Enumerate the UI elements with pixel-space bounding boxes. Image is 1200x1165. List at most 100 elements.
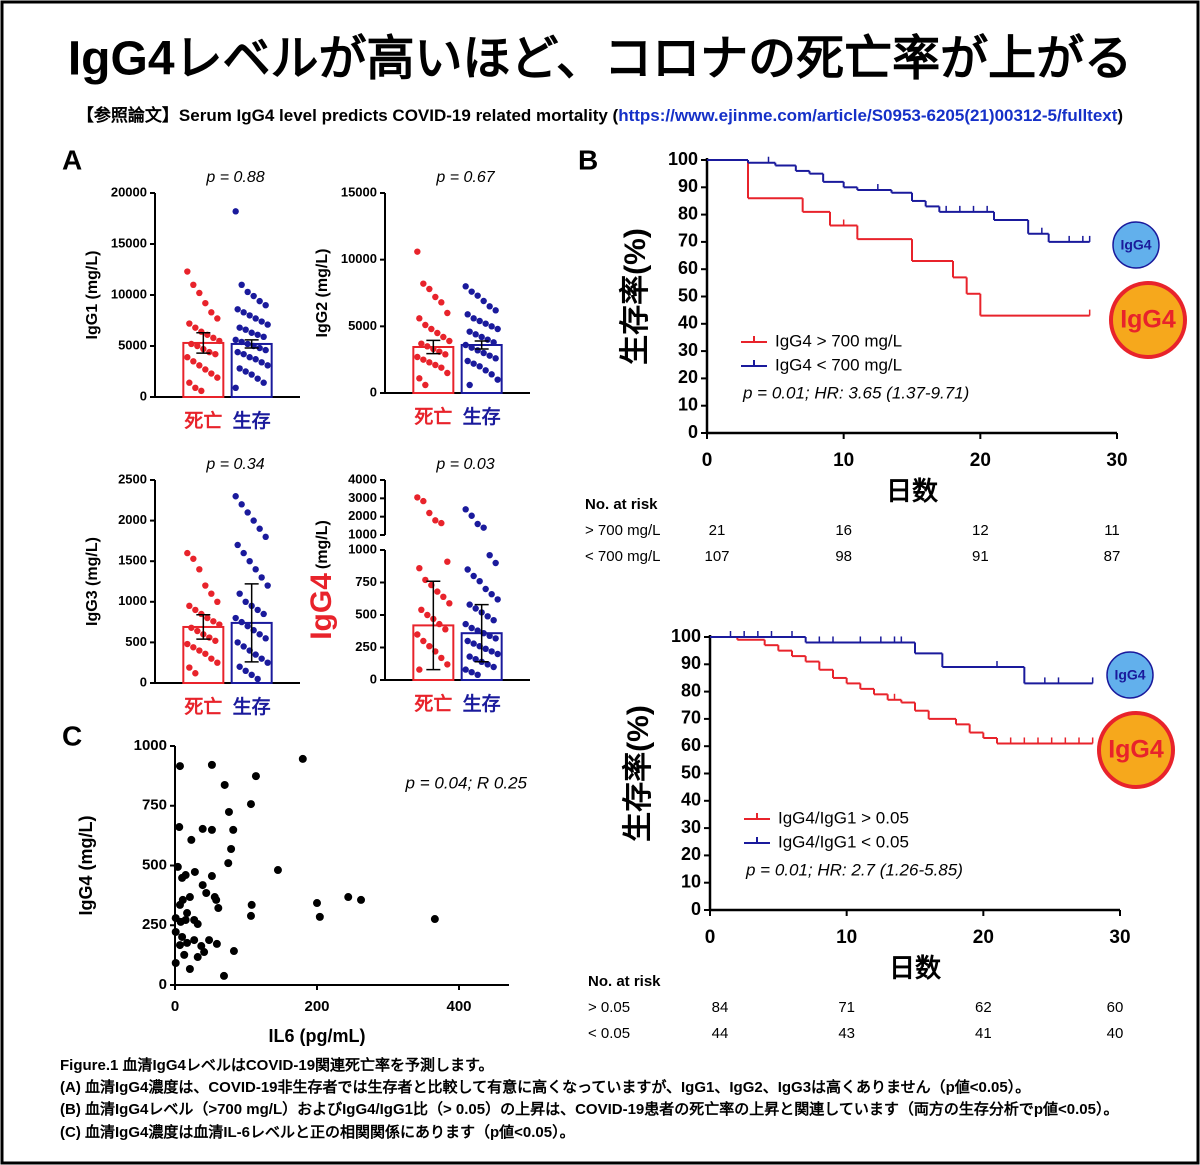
reference-url[interactable]: https://www.ejinme.com/article/S0953-620… <box>618 106 1118 125</box>
data-point <box>258 574 265 581</box>
risk-value: 62 <box>975 999 992 1016</box>
data-point <box>214 374 221 381</box>
risk-value: 84 <box>712 999 729 1016</box>
data-point <box>173 862 182 871</box>
data-point <box>242 667 249 675</box>
y-tick-label: 70 <box>681 708 701 728</box>
data-point <box>236 590 243 597</box>
y-tick-label: 500 <box>142 856 167 873</box>
y-tick-label: 0 <box>688 422 698 442</box>
data-point <box>186 602 193 610</box>
data-point <box>175 941 184 950</box>
data-point <box>420 637 427 645</box>
data-point <box>462 283 469 290</box>
data-point <box>196 289 203 297</box>
data-point <box>242 368 249 375</box>
data-point <box>474 627 481 634</box>
data-point <box>474 347 481 354</box>
risk-value: 98 <box>835 548 852 565</box>
y-tick-label: 60 <box>678 258 698 278</box>
data-point <box>244 288 251 296</box>
risk-value: 21 <box>709 522 726 539</box>
data-point <box>212 637 219 644</box>
data-point <box>171 927 180 936</box>
risk-value: 41 <box>975 1025 992 1042</box>
data-point <box>246 312 253 319</box>
risk-row-label: < 0.05 <box>588 1025 630 1042</box>
y-axis-label-text: IgG1 (mg/L) <box>84 251 101 340</box>
data-point <box>186 664 193 671</box>
data-point <box>183 909 192 918</box>
category-label: 死亡 <box>414 405 452 428</box>
data-point <box>216 621 223 628</box>
data-point <box>426 285 433 293</box>
y-tick-label: 5000 <box>348 318 377 333</box>
data-point <box>234 348 241 356</box>
data-point <box>240 643 247 650</box>
data-point <box>470 360 477 367</box>
data-point <box>488 371 495 378</box>
data-point <box>482 645 489 652</box>
data-point <box>185 964 194 973</box>
data-point <box>482 585 489 593</box>
data-point <box>260 379 267 386</box>
y-tick-label: 500 <box>355 606 377 621</box>
data-point <box>202 888 211 897</box>
y-axis-label: IgG4 (mg/L) <box>76 816 96 916</box>
x-tick-label: 0 <box>705 927 716 948</box>
data-point <box>232 384 239 392</box>
data-point <box>444 558 451 565</box>
data-point <box>313 899 321 908</box>
y-tick-label: 1000 <box>348 541 377 556</box>
data-point <box>238 618 245 626</box>
data-point <box>422 576 429 584</box>
y-tick-label: 1000 <box>118 593 147 608</box>
data-point <box>256 525 263 532</box>
data-point <box>197 942 206 951</box>
data-point <box>238 501 245 508</box>
category-label: 死亡 <box>414 692 452 715</box>
y-tick-label: 80 <box>678 203 698 223</box>
data-point <box>183 938 192 947</box>
data-point <box>212 350 219 358</box>
data-point <box>208 309 215 316</box>
data-point <box>251 772 260 781</box>
y-tick-label: 80 <box>681 680 701 700</box>
data-point <box>420 356 427 363</box>
data-point <box>190 358 197 365</box>
data-point <box>474 671 481 678</box>
data-point <box>436 620 443 628</box>
data-point <box>416 375 423 382</box>
legend-label: IgG4 < 700 mg/L <box>775 355 902 374</box>
error-bar <box>426 339 441 355</box>
risk-value: 44 <box>712 1025 729 1042</box>
x-tick-label: 0 <box>171 998 179 1015</box>
data-point <box>426 643 433 650</box>
y-tick-label: 10 <box>678 394 698 414</box>
data-point <box>188 624 195 631</box>
data-point <box>486 632 493 639</box>
data-point <box>232 208 239 215</box>
data-point <box>232 336 239 344</box>
data-point <box>446 600 453 607</box>
data-point <box>468 288 475 295</box>
data-point <box>198 881 207 890</box>
y-tick-label: 15000 <box>341 184 377 199</box>
data-point <box>198 824 207 833</box>
data-point <box>488 323 495 330</box>
data-point <box>466 601 473 608</box>
y-tick-label: 1000 <box>348 526 377 541</box>
legend-label: IgG4 > 700 mg/L <box>775 331 902 350</box>
risk-table-title: No. at risk <box>585 496 658 513</box>
error-bar <box>474 340 489 350</box>
data-point <box>260 610 267 618</box>
data-point <box>210 334 217 342</box>
data-point <box>254 331 261 338</box>
data-point <box>244 622 251 630</box>
x-tick-label: 20 <box>970 450 991 471</box>
data-point <box>234 541 241 549</box>
data-point <box>468 624 475 632</box>
data-point <box>484 336 491 343</box>
y-tick-label: 0 <box>370 384 377 399</box>
